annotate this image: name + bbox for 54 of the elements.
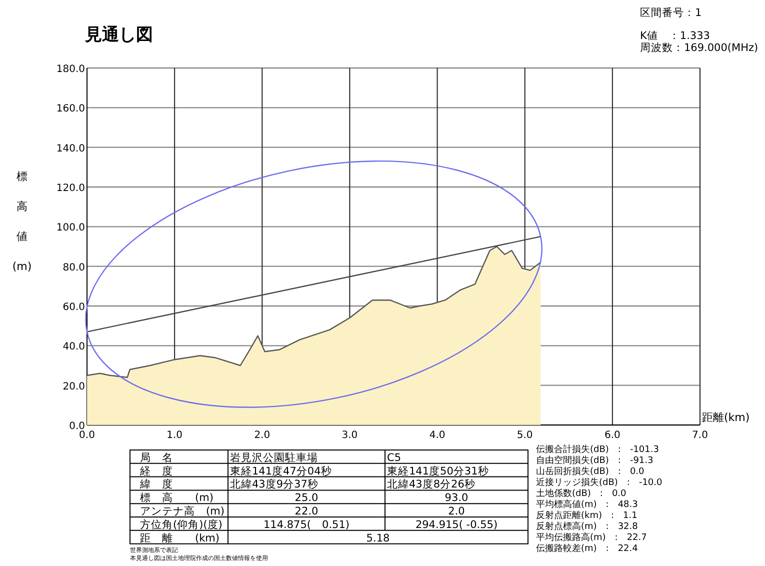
text: アンテナ高 (m) — [140, 504, 224, 518]
text: 114.875( 0.51) — [264, 518, 350, 531]
y-tick-label: 140.0 — [56, 143, 85, 154]
text: 北緯43度9分37秒 — [230, 478, 318, 491]
text: 標高値(m) — [12, 170, 32, 273]
y-tick-label: 160.0 — [56, 104, 85, 115]
text: 5.18 — [366, 532, 390, 544]
text: 経 度 — [139, 464, 173, 478]
text: 岩見沢公園駐車場 — [230, 450, 318, 464]
text: 2.0 — [448, 506, 465, 518]
x-tick-label: 7.0 — [692, 430, 708, 441]
text: 伝搬合計損失(dB) : -101.3 — [536, 444, 659, 455]
text: 北緯43度8分26秒 — [387, 478, 476, 491]
text: 局 名 — [140, 452, 173, 464]
text: 土地係数(dB) : 0.0 — [536, 488, 627, 499]
text: 平均伝搬路高(m) : 22.7 — [536, 532, 647, 543]
text: 緯 度 — [139, 478, 173, 491]
chart-title: 見通し図 — [84, 25, 153, 45]
text: C5 — [387, 452, 402, 464]
text: 距 離 (km) — [140, 532, 220, 544]
text: 方位角(仰角)(度) — [140, 518, 222, 531]
y-tick-label: 60.0 — [62, 302, 85, 313]
y-tick-label: 40.0 — [62, 342, 85, 353]
x-tick-label: 0.0 — [79, 430, 95, 441]
text: 93.0 — [444, 492, 468, 504]
y-tick-label: 180.0 — [56, 64, 85, 75]
text: 自由空間損失(dB) : -91.3 — [536, 455, 654, 466]
x-tick-label: 6.0 — [604, 430, 620, 441]
x-axis-title: 距離(km) — [702, 411, 750, 424]
text: 反射点距離(km) : 1.1 — [536, 510, 638, 521]
text: 山岳回折損失(dB) : 0.0 — [536, 466, 645, 477]
x-tick-label: 2.0 — [254, 430, 270, 441]
y-tick-label: 20.0 — [62, 381, 85, 392]
x-tick-label: 5.0 — [516, 430, 533, 441]
text: 近接リッジ損失(dB) : -10.0 — [536, 477, 662, 488]
x-tick-label: 4.0 — [429, 430, 446, 441]
y-tick-label: 120.0 — [56, 183, 85, 194]
x-tick-label: 1.0 — [166, 430, 183, 441]
text: 25.0 — [294, 492, 318, 504]
text: 294.915( -0.55) — [415, 518, 498, 531]
y-tick-label: 0.0 — [69, 421, 85, 432]
text: 反射点標高(m) : 32.8 — [536, 521, 638, 532]
text: 平均標高値(m) : 48.3 — [536, 499, 638, 510]
text: 東経141度47分04秒 — [230, 464, 332, 478]
text: K値 ：1.333 — [640, 30, 710, 42]
text: 伝搬路較差(m) : 22.4 — [536, 543, 638, 554]
text: 区間番号：1 — [640, 6, 702, 19]
text: 22.0 — [294, 506, 318, 518]
text: 東経141度50分31秒 — [387, 464, 489, 478]
y-tick-label: 100.0 — [56, 222, 85, 234]
x-tick-label: 3.0 — [342, 430, 358, 441]
text: 周波数：169.000(MHz) — [640, 41, 758, 54]
y-tick-label: 80.0 — [62, 262, 85, 274]
text: 標 高 (m) — [140, 491, 214, 504]
